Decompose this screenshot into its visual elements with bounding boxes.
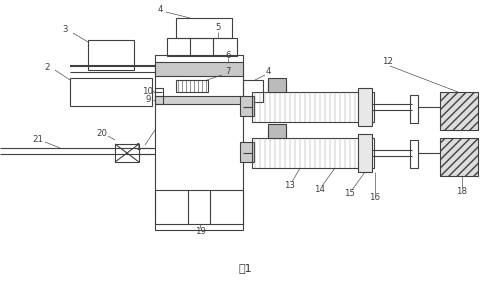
Bar xyxy=(252,92,374,122)
Text: 12: 12 xyxy=(382,57,393,67)
Text: 20: 20 xyxy=(97,129,108,137)
Bar xyxy=(115,144,139,162)
Bar xyxy=(358,88,372,126)
Bar xyxy=(167,38,237,56)
Text: 19: 19 xyxy=(194,228,205,236)
Text: 2: 2 xyxy=(44,63,50,73)
Bar xyxy=(176,18,232,38)
Text: 图1: 图1 xyxy=(238,263,252,273)
Bar xyxy=(252,138,374,168)
Bar xyxy=(358,134,372,172)
Bar xyxy=(240,142,254,162)
Text: 4: 4 xyxy=(265,67,271,77)
Bar xyxy=(268,124,286,138)
Text: 21: 21 xyxy=(32,135,44,144)
Bar xyxy=(240,96,254,116)
Bar xyxy=(155,88,163,104)
Bar xyxy=(70,78,152,106)
Bar xyxy=(155,62,243,76)
Text: 18: 18 xyxy=(457,187,467,197)
Text: 16: 16 xyxy=(370,193,381,203)
Text: 15: 15 xyxy=(345,189,355,199)
Text: 5: 5 xyxy=(215,24,221,32)
Text: 3: 3 xyxy=(62,26,68,34)
Text: 4: 4 xyxy=(157,5,163,15)
Text: 7: 7 xyxy=(225,67,231,77)
Bar xyxy=(410,95,418,123)
Text: 13: 13 xyxy=(284,181,296,189)
Bar xyxy=(268,78,286,92)
Bar xyxy=(155,190,243,224)
Bar xyxy=(440,92,478,130)
Bar xyxy=(410,140,418,168)
Bar xyxy=(155,55,243,230)
Text: 14: 14 xyxy=(315,185,326,195)
Bar xyxy=(155,96,243,104)
Bar xyxy=(243,80,263,102)
Bar xyxy=(440,138,478,176)
Bar xyxy=(176,80,208,92)
Text: 6: 6 xyxy=(225,51,231,59)
Text: 1: 1 xyxy=(135,144,141,152)
Text: 9: 9 xyxy=(145,96,151,104)
Bar xyxy=(88,40,134,70)
Text: 10: 10 xyxy=(142,86,154,96)
